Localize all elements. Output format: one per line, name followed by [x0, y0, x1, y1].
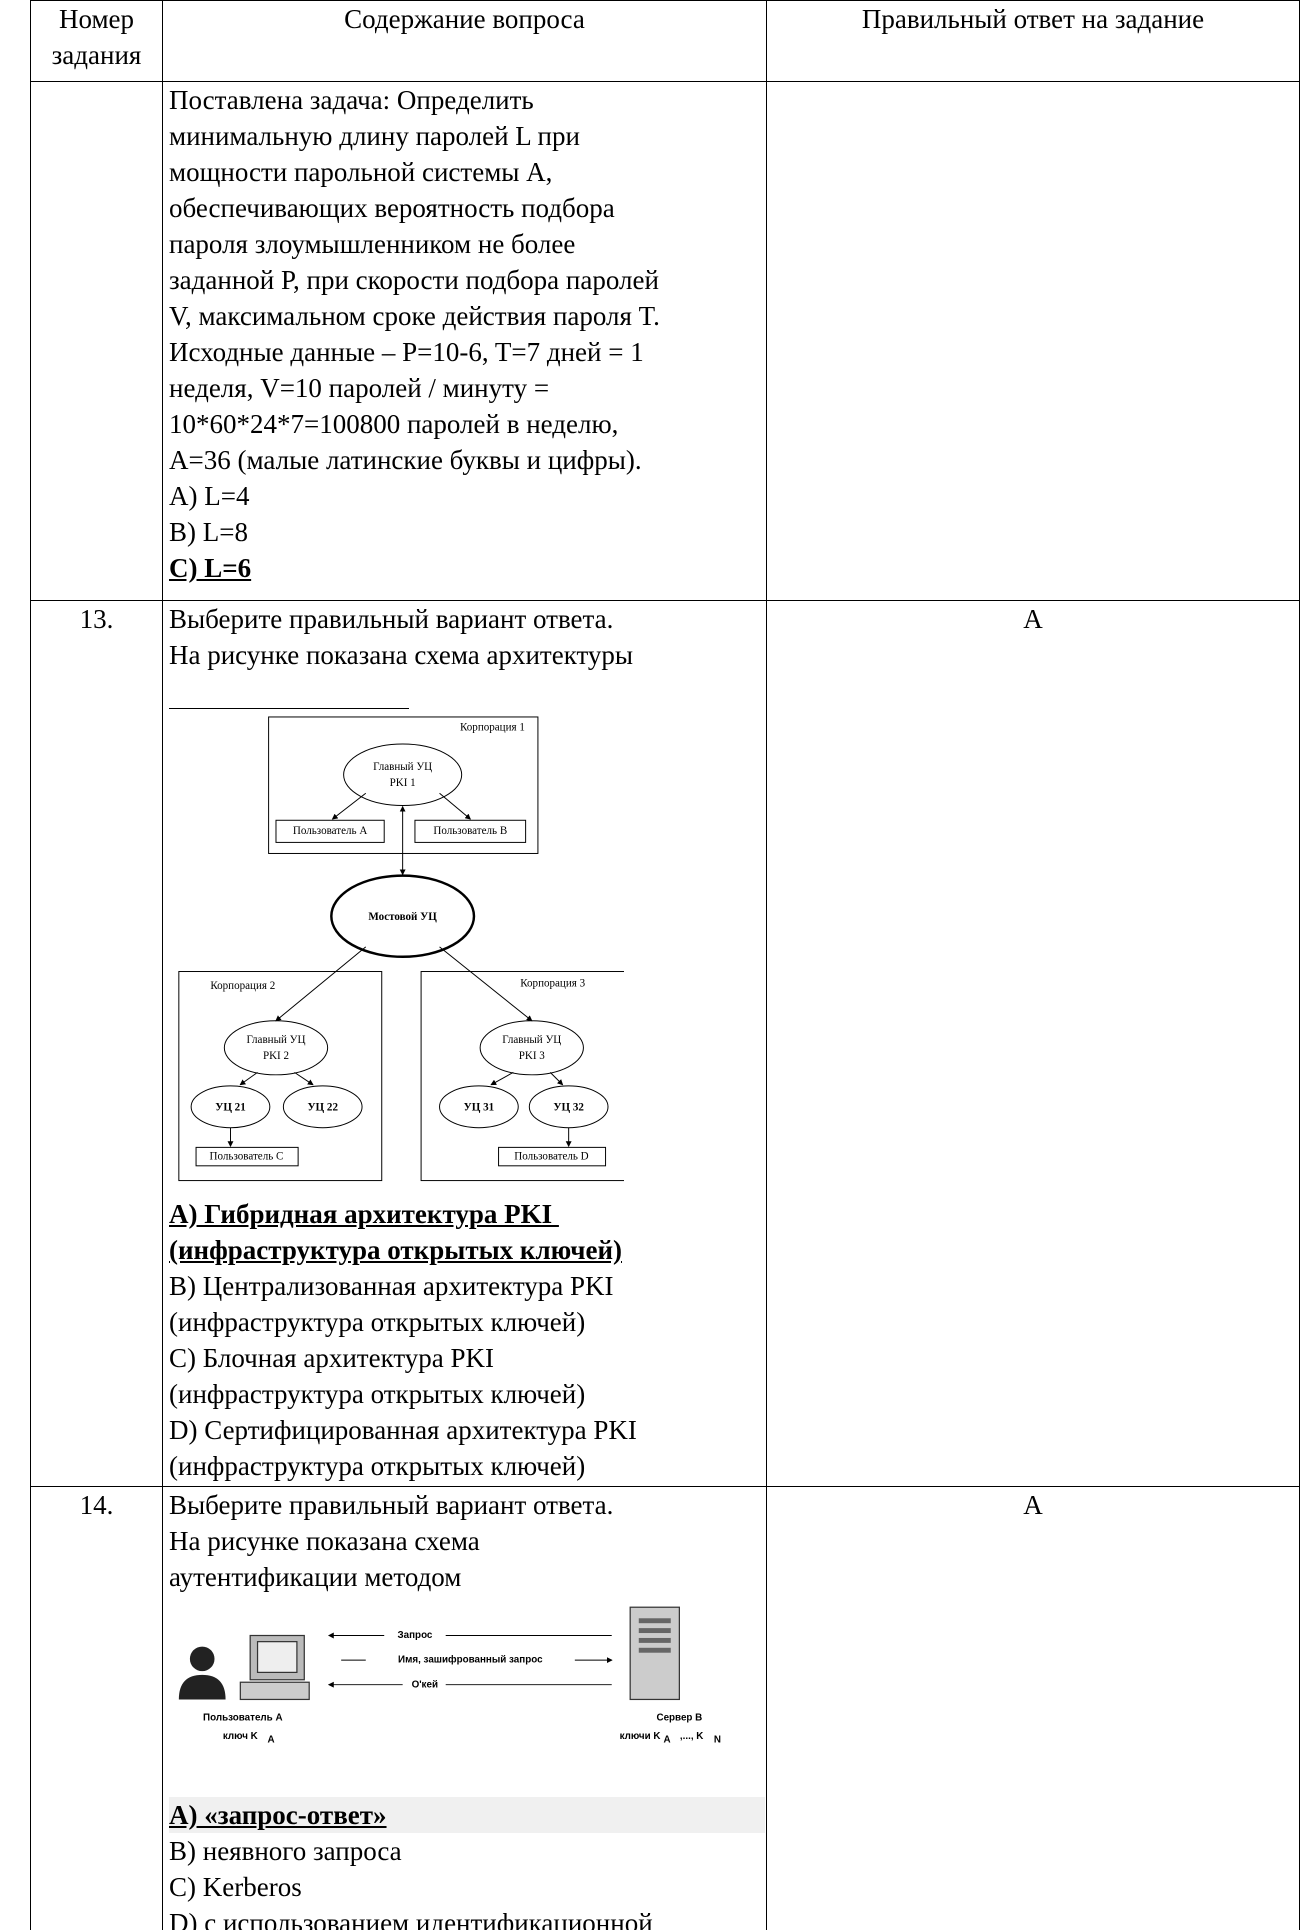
- task-number: 14.: [79, 1490, 114, 1520]
- text-line: На рисунке показана схема архитектуры: [169, 640, 634, 670]
- text-line: обеспечивающих вероятность подбора: [169, 193, 615, 223]
- label: О'кей: [412, 1679, 438, 1690]
- text-line: На рисунке показана схема: [169, 1526, 480, 1556]
- task-number: 13.: [79, 604, 114, 634]
- header-text: Номер: [58, 4, 135, 34]
- label: PKI 1: [390, 777, 416, 789]
- text-line: B) L=8: [169, 517, 248, 547]
- label: УЦ 21: [215, 1102, 246, 1114]
- text-line: (инфраструктура открытых ключей): [169, 1307, 586, 1337]
- label: Корпорация 2: [210, 980, 275, 992]
- text-line: (инфраструктура открытых ключей): [169, 1379, 586, 1409]
- text-line: Выберите правильный вариант ответа.: [169, 1490, 614, 1520]
- header-text: Содержание вопроса: [344, 4, 585, 34]
- answer-cell: А: [766, 600, 1300, 1486]
- label: УЦ 31: [464, 1102, 495, 1114]
- question: Выберите правильный вариант ответа. На ри…: [169, 1487, 766, 1595]
- blank-line: [169, 708, 409, 709]
- header-text: Правильный ответ на задание: [861, 4, 1205, 34]
- label: Пользователь D: [514, 1151, 588, 1163]
- label: A: [664, 1735, 671, 1746]
- text-line: C) Kerberos: [169, 1872, 302, 1902]
- text-line: аутентификации методом: [169, 1562, 462, 1592]
- options: A) L=4 B) L=8 C) L=6: [169, 478, 766, 586]
- question: Поставлена задача: Определить минимальную…: [169, 82, 766, 478]
- label: Главный УЦ: [502, 1034, 561, 1046]
- label: PKI 2: [263, 1050, 289, 1062]
- label: Пользователь A: [293, 825, 367, 837]
- label: Пользователь C: [210, 1151, 284, 1163]
- text-line: мощности парольной системы A,: [169, 157, 553, 187]
- options: А) Гибридная архитектура PKI (инфраструк…: [169, 1196, 766, 1484]
- text-line: B) неявного запроса: [169, 1836, 402, 1866]
- question: Выберите правильный вариант ответа. На ри…: [169, 601, 766, 673]
- label: ,..., K: [680, 1731, 703, 1742]
- text-line: заданной P, при скорости подбора паролей: [169, 265, 659, 295]
- auth-diagram: Запрос Имя, зашифрованный запрос О'кей П…: [178, 1606, 721, 1746]
- label: A: [268, 1735, 275, 1746]
- text-line: А) «запрос-ответ»: [169, 1797, 765, 1833]
- answer: А: [1023, 1490, 1043, 1520]
- question-cell: Поставлена задача: Определить минимальную…: [162, 81, 766, 600]
- question-cell: Выберите правильный вариант ответа. На ри…: [162, 600, 766, 1486]
- text-line: (инфраструктура открытых ключей): [169, 1235, 622, 1265]
- text-line: A) L=4: [169, 481, 250, 511]
- label: Мостовой УЦ: [368, 911, 437, 923]
- text-line: Выберите правильный вариант ответа.: [169, 604, 614, 634]
- text-line: A=36 (малые латинские буквы и цифры).: [169, 445, 642, 475]
- blank: [169, 673, 766, 713]
- label: Главный УЦ: [373, 761, 432, 773]
- label: Имя, зашифрованный запрос: [398, 1655, 543, 1666]
- label: Сервер B: [656, 1712, 702, 1723]
- text-line: неделя, V=10 паролей / минуту =: [169, 373, 550, 403]
- text-line: B) Централизованная архитектура PKI: [169, 1271, 614, 1301]
- number-cell: 14.: [30, 1486, 162, 1930]
- text-line: V, максимальном сроке действия пароля T.: [169, 301, 660, 331]
- label: Пользователь A: [203, 1712, 283, 1723]
- text-line: 10*60*24*7=100800 паролей в неделю,: [169, 409, 619, 439]
- text-line: Поставлена задача: Определить: [169, 85, 534, 115]
- text-line: А) Гибридная архитектура PKI: [169, 1199, 559, 1229]
- label: Главный УЦ: [246, 1034, 305, 1046]
- label: Корпорация 1: [460, 722, 525, 734]
- header-text: задания: [51, 40, 142, 70]
- text-line: D) с использованием идентификационной: [169, 1908, 653, 1930]
- answer-cell: А: [766, 1486, 1300, 1930]
- label: Пользователь B: [433, 825, 507, 837]
- number-cell: 13.: [30, 600, 162, 1486]
- text-line: D) Сертифицированная архитектура PKI: [169, 1415, 637, 1445]
- options: А) «запрос-ответ» B) неявного запроса C) K…: [169, 1797, 766, 1930]
- label: ключи K: [620, 1731, 661, 1742]
- number-cell: [30, 81, 162, 600]
- header-question: Содержание вопроса: [162, 0, 766, 81]
- text-line: пароля злоумышленником не более: [169, 229, 576, 259]
- text-line: минимальную длину паролей L при: [169, 121, 580, 151]
- question-cell: Выберите правильный вариант ответа. На ри…: [162, 1486, 766, 1930]
- text-line: Исходные данные – P=10-6, T=7 дней = 1: [169, 337, 644, 367]
- pki-diagram: Корпорация 1 Главный УЦ PKI 1 Пользовате…: [178, 716, 641, 1182]
- label: ключ K: [223, 1731, 258, 1742]
- spacer: [169, 1761, 766, 1797]
- answer-cell: [766, 81, 1300, 600]
- label: Корпорация 3: [520, 977, 585, 989]
- label: N: [714, 1735, 721, 1746]
- label: УЦ 32: [553, 1102, 584, 1114]
- answer: А: [1023, 604, 1043, 634]
- text-line: C) L=6: [169, 553, 252, 583]
- label: PKI 3: [519, 1050, 546, 1062]
- header-answer: Правильный ответ на задание: [766, 0, 1300, 81]
- header-number: Номер задания: [30, 0, 162, 81]
- label: УЦ 22: [307, 1102, 338, 1114]
- label: Запрос: [398, 1630, 433, 1641]
- text-line: C) Блочная архитектура PKI: [169, 1343, 495, 1373]
- text-line: (инфраструктура открытых ключей): [169, 1451, 586, 1481]
